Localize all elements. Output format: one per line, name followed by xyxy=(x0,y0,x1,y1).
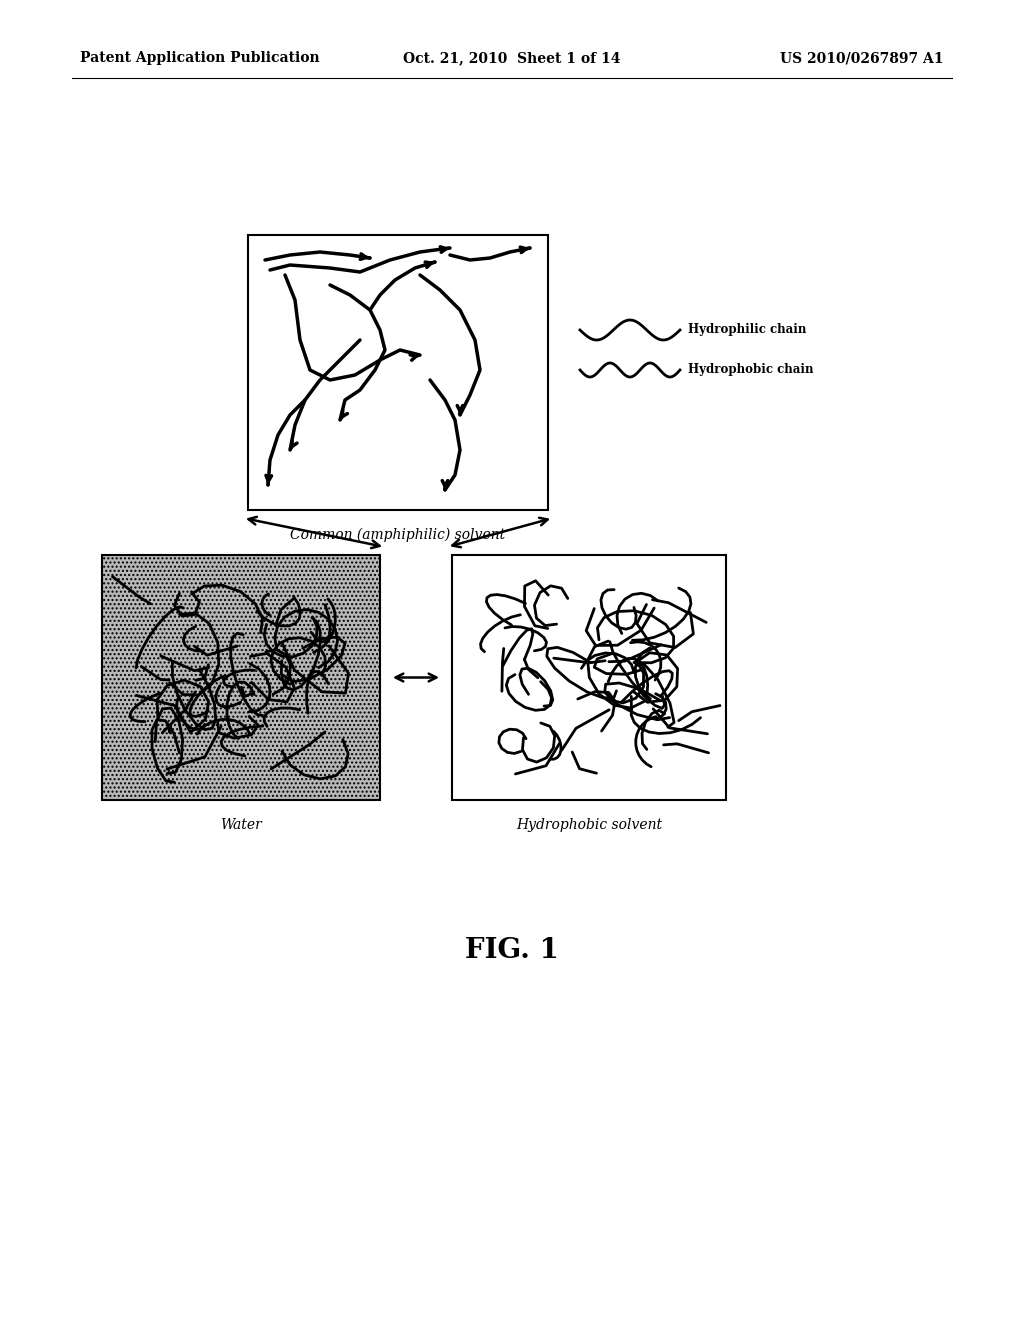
Text: US 2010/0267897 A1: US 2010/0267897 A1 xyxy=(780,51,944,65)
Text: Hydrophobic chain: Hydrophobic chain xyxy=(688,363,813,376)
Text: Hydrophobic solvent: Hydrophobic solvent xyxy=(516,818,663,832)
Text: Patent Application Publication: Patent Application Publication xyxy=(80,51,319,65)
Bar xyxy=(452,554,726,800)
Bar xyxy=(102,554,380,800)
Text: Oct. 21, 2010  Sheet 1 of 14: Oct. 21, 2010 Sheet 1 of 14 xyxy=(403,51,621,65)
Text: Common (amphiphilic) solvent: Common (amphiphilic) solvent xyxy=(291,528,506,543)
Text: FIG. 1: FIG. 1 xyxy=(465,936,559,964)
Bar xyxy=(248,235,548,510)
Text: Hydrophilic chain: Hydrophilic chain xyxy=(688,323,806,337)
Text: Water: Water xyxy=(220,818,262,832)
